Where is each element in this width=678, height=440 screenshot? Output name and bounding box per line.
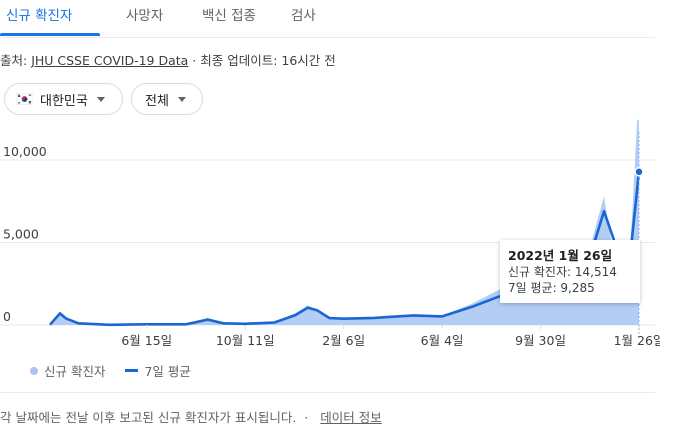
source-link[interactable]: JHU CSSE COVID-19 Data [31,53,189,68]
korea-flag-icon [16,93,33,105]
footer-separator: · [304,410,309,425]
x-tick-label: 2월 6일 [322,333,365,348]
legend-7day-average: 7일 평균 [144,364,191,379]
tooltip-date: 2022년 1월 26일 [508,248,613,263]
x-tick-label: 6월 15일 [121,333,172,348]
y-tick-label: 5,000 [3,227,39,242]
y-tick-label: 10,000 [3,144,47,159]
chevron-down-icon [96,96,105,102]
tab-deaths[interactable]: 사망자 [126,8,164,24]
legend-new-cases: 신규 확진자 [44,364,106,379]
tooltip-7day-average: 7일 평균: 9,285 [508,281,595,295]
hover-point [634,167,644,177]
last-updated: · 최종 업데이트: 16시간 전 [188,53,336,68]
about-data-link[interactable]: 데이터 정보 [320,410,382,425]
scope-selector-label: 전체 [145,93,169,109]
tab-vaccinations[interactable]: 백신 접종 [202,8,256,24]
x-tick-label: 10월 11일 [216,333,275,348]
tab-tests[interactable]: 검사 [291,8,316,24]
avg7-legend-swatch [125,369,139,372]
y-tick-label: 0 [3,309,11,324]
cases-chart[interactable]: 6월 15일 10월 11일 2월 6일 6월 4일 9월 30일 1월 26일 0 5,0… [0,120,660,355]
source-prefix: 출처: [0,53,32,68]
tooltip-new-cases: 신규 확진자: 14,514 [508,265,617,279]
footer: 각 날짜에는 전날 이후 보고된 신규 확진자가 표시됩니다. · 데이터 정보 [0,407,382,426]
active-tab-indicator [0,33,100,36]
country-selector-label: 대한민국 [40,93,88,109]
chart-tooltip: 2022년 1월 26일 신규 확진자: 14,514 7일 평균: 9,285 [500,240,640,303]
divider [0,392,655,393]
scope-selector[interactable]: 전체 [131,83,203,115]
tab-bar: 신규 확진자 사망자 백신 접종 검사 [0,0,655,38]
new-cases-area [50,120,639,325]
country-selector[interactable]: 대한민국 [4,83,123,115]
new-cases-legend-swatch [30,366,38,375]
x-tick-label: 9월 30일 [515,333,566,348]
footer-note: 각 날짜에는 전날 이후 보고된 신규 확진자가 표시됩니다. [0,410,297,425]
chevron-down-icon [177,96,186,102]
x-tick-label: 6월 4일 [421,333,464,348]
x-tick-label: 1월 26일 [614,333,660,348]
source-line: 출처: JHU CSSE COVID-19 Data · 최종 업데이트: 16… [0,50,336,69]
tab-new-cases[interactable]: 신규 확진자 [6,8,73,24]
chart-legend: 신규 확진자 7일 평균 [30,361,191,380]
